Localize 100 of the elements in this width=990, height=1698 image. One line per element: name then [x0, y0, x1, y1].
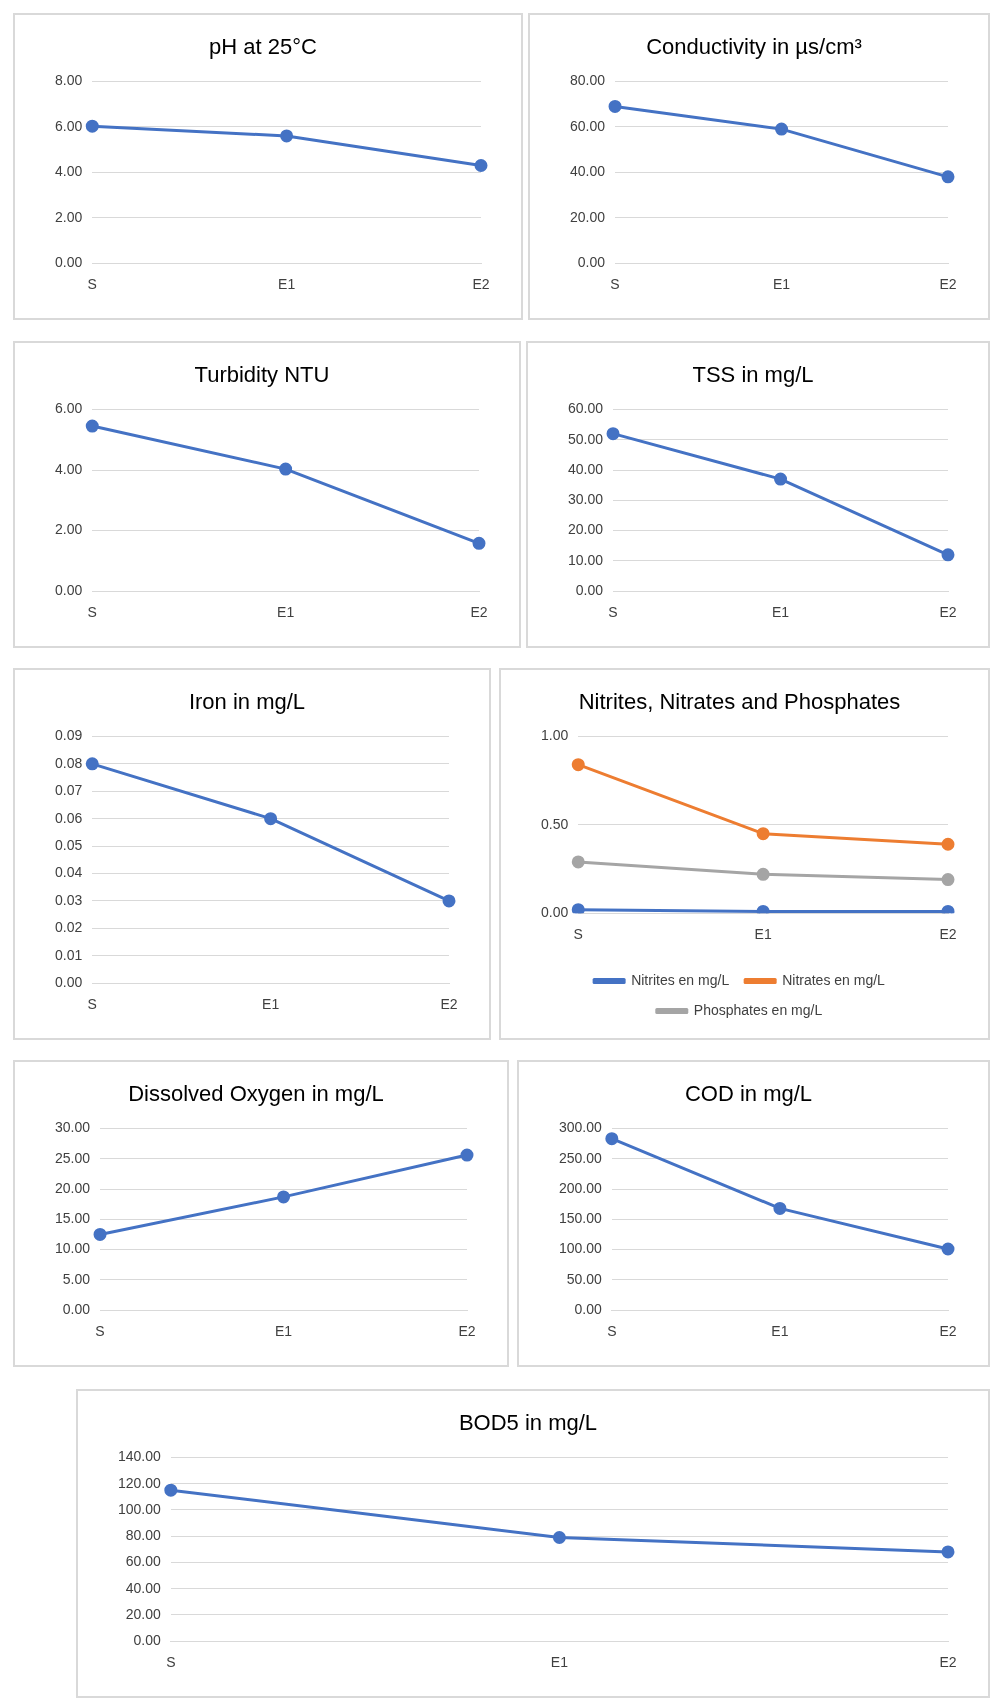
chart-title: Dissolved Oxygen in mg/L: [128, 1081, 384, 1107]
y-tick-label: 120.00: [117, 1474, 162, 1491]
y-tick-label: 0.00: [62, 1301, 91, 1318]
chart-title: pH at 25°C: [209, 34, 318, 60]
point: [941, 548, 955, 562]
y-tick-label: 200.00: [558, 1179, 603, 1196]
point: [756, 867, 770, 881]
point: [941, 873, 955, 887]
x-tick-label: E1: [277, 604, 295, 621]
point: [280, 129, 294, 143]
point: [571, 903, 585, 914]
point: [941, 1242, 955, 1256]
x-tick-label: S: [87, 604, 97, 621]
x-tick-label: E2: [939, 1654, 957, 1671]
point: [571, 758, 585, 772]
y-tick-label: 10.00: [567, 551, 604, 568]
y-tick-label: 140.00: [117, 1448, 162, 1465]
point: [264, 812, 278, 826]
point: [277, 1190, 291, 1204]
y-tick-label: 0.00: [133, 1632, 162, 1649]
point: [552, 1530, 566, 1544]
point: [442, 894, 456, 908]
y-tick-label: 60.00: [569, 117, 606, 134]
point: [941, 170, 955, 184]
point: [164, 1483, 178, 1497]
x-tick-label: E2: [470, 604, 488, 621]
y-tick-label: 50.00: [566, 1270, 603, 1287]
y-tick-label: 0.05: [55, 836, 83, 853]
x-tick-label: E1: [550, 1654, 569, 1671]
y-tick-label: 300.00: [558, 1119, 603, 1136]
point: [941, 1545, 955, 1559]
point: [756, 827, 770, 841]
y-tick-label: 5.00: [62, 1270, 91, 1287]
y-tick-label: 20.00: [569, 208, 606, 225]
y-tick-label: 0.01: [55, 946, 83, 963]
y-tick-label: 80.00: [125, 1527, 162, 1544]
y-tick-label: 0.00: [55, 974, 83, 991]
y-tick-label: 0.06: [55, 809, 83, 826]
y-tick-label: 0.00: [574, 1301, 603, 1318]
legend-label: Nitrites en mg/L: [631, 971, 730, 988]
x-tick-label: E2: [472, 276, 490, 293]
y-tick-label: 0.07: [55, 782, 83, 799]
x-tick-label: E2: [939, 926, 957, 943]
x-tick-label: E1: [772, 276, 791, 293]
point: [756, 904, 770, 914]
x-tick-label: S: [87, 276, 97, 293]
y-tick-label: 100.00: [117, 1500, 162, 1517]
x-tick-label: E2: [440, 996, 458, 1013]
point: [605, 1132, 619, 1146]
y-tick-label: 20.00: [125, 1605, 162, 1622]
y-tick-label: 1.00: [541, 727, 569, 744]
y-tick-label: 150.00: [558, 1210, 603, 1227]
y-tick-label: 8.00: [55, 72, 83, 89]
point: [571, 855, 585, 869]
y-tick-label: 30.00: [567, 491, 604, 508]
chart-title: Turbidity NTU: [194, 362, 330, 388]
y-tick-label: 0.50: [541, 815, 569, 832]
chart-title: BOD5 in mg/L: [458, 1410, 598, 1436]
point: [608, 99, 622, 113]
point: [85, 419, 99, 433]
x-tick-label: E1: [262, 996, 280, 1013]
y-tick-label: 30.00: [54, 1119, 91, 1136]
chart-title: TSS in mg/L: [692, 362, 814, 388]
y-tick-label: 80.00: [569, 72, 606, 89]
chart-title: Conductivity in µs/cm³: [646, 34, 862, 60]
y-tick-label: 6.00: [55, 117, 83, 134]
point: [474, 158, 488, 172]
chart-title: Iron in mg/L: [188, 689, 306, 715]
chart-title: Nitrites, Nitrates and Phosphates: [578, 689, 901, 715]
x-tick-label: S: [166, 1654, 176, 1671]
y-tick-label: 0.00: [577, 254, 606, 271]
y-tick-label: 0.00: [575, 582, 604, 599]
x-tick-label: S: [607, 1323, 617, 1340]
y-tick-label: 100.00: [558, 1240, 603, 1257]
y-tick-label: 0.03: [55, 891, 83, 908]
point: [941, 904, 955, 914]
x-tick-label: E2: [939, 1323, 957, 1340]
x-tick-label: E2: [939, 276, 957, 293]
x-tick-label: E1: [771, 604, 790, 621]
y-tick-label: 20.00: [567, 521, 604, 538]
y-tick-label: 40.00: [567, 460, 604, 477]
y-tick-label: 0.08: [55, 754, 83, 771]
y-tick-label: 40.00: [569, 163, 606, 180]
y-tick-label: 2.00: [55, 208, 83, 225]
legend-label: Phosphates en mg/L: [693, 1001, 823, 1018]
y-tick-label: 40.00: [125, 1579, 162, 1596]
y-tick-label: 25.00: [54, 1149, 91, 1166]
point: [85, 119, 99, 133]
x-tick-label: E2: [939, 604, 957, 621]
point: [774, 472, 788, 486]
x-tick-label: E1: [754, 926, 772, 943]
y-tick-label: 0.00: [55, 254, 83, 271]
point: [279, 462, 293, 476]
y-tick-label: 50.00: [567, 430, 604, 447]
y-tick-label: 4.00: [55, 163, 83, 180]
x-tick-label: S: [573, 926, 583, 943]
y-tick-label: 60.00: [567, 400, 604, 417]
x-tick-label: E1: [771, 1323, 789, 1340]
point: [85, 757, 99, 771]
x-tick-label: E1: [278, 276, 296, 293]
